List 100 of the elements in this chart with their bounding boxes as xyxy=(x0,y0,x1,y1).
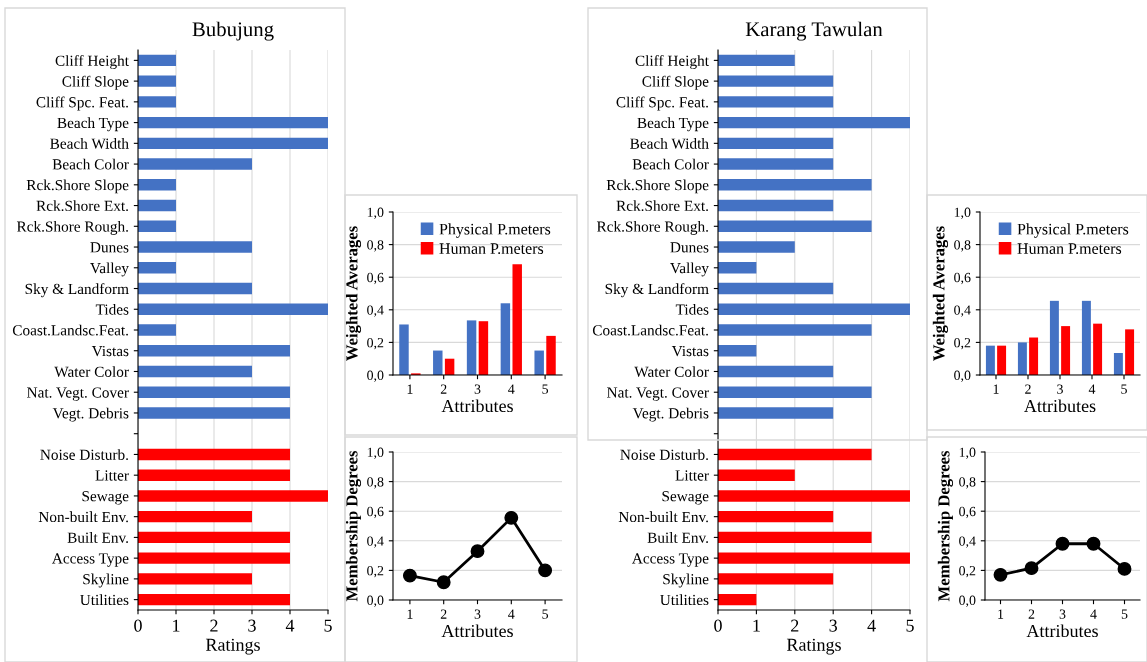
y-tick-label: 0,6 xyxy=(959,506,976,519)
y-tick-label: Skyline xyxy=(663,573,709,588)
y-tick-label: Vistas xyxy=(91,345,129,357)
y-tick-label: Cliff Slope xyxy=(642,75,709,90)
y-tick-label: Litter xyxy=(675,470,709,481)
x-tick-label: 4 xyxy=(285,619,295,632)
y-tick-label: Rck.Shore Rough. xyxy=(16,221,128,235)
y-tick-label: Cliff Height xyxy=(635,54,709,70)
y-tick-label: Water Color xyxy=(54,366,129,378)
x-tick-label: 1 xyxy=(998,609,1004,619)
y-tick-label: 0,6 xyxy=(367,272,384,285)
y-axis-title: Weighted Averages xyxy=(932,226,949,361)
x-tick-label: 2 xyxy=(440,609,447,619)
y-tick-label: 0,8 xyxy=(367,477,384,489)
y-tick-label: Non-built Env. xyxy=(38,511,128,523)
y-axis-title: Weighted Averages xyxy=(345,226,362,361)
y-tick-label: Non-built Env. xyxy=(618,511,708,523)
y-tick-label: Cliff Slope xyxy=(62,75,129,90)
y-tick-label: Rck.Shore Slope xyxy=(26,179,129,194)
x-tick-label: 1 xyxy=(753,619,760,632)
x-tick-label: 3 xyxy=(829,619,838,632)
y-tick-label: Water Color xyxy=(634,366,709,378)
y-tick-label: Coast.Landsc.Feat. xyxy=(12,324,128,336)
y-axis-title: Membership Degrees xyxy=(937,450,954,602)
y-axis-title: Membership Degrees xyxy=(345,450,362,602)
y-tick-label: Nat. Vegt. Cover xyxy=(27,387,129,401)
x-tick-label: 4 xyxy=(867,619,876,632)
y-tick-label: Vegt. Debris xyxy=(632,407,709,422)
y-tick-label: Valley xyxy=(670,262,709,277)
y-tick-label: 0,6 xyxy=(954,272,971,285)
x-tick-label: 5 xyxy=(542,609,549,619)
x-tick-label: 1 xyxy=(407,609,413,619)
y-tick-label: 0,2 xyxy=(367,337,384,350)
y-tick-label: Rck.Shore Slope xyxy=(606,179,709,194)
y-tick-label: Beach Width xyxy=(630,138,709,149)
y-tick-label: Rck.Shore Rough. xyxy=(596,221,708,235)
y-tick-label: Noise Disturb. xyxy=(620,449,708,460)
y-tick-label: Rck.Shore Ext. xyxy=(36,200,128,212)
y-tick-label: 0,8 xyxy=(954,240,971,252)
y-tick-label: Sewage xyxy=(82,491,129,505)
y-tick-label: Utilities xyxy=(80,594,129,606)
x-tick-label: 2 xyxy=(1025,384,1031,394)
y-tick-label: Vistas xyxy=(671,345,709,357)
y-tick-label: 0,2 xyxy=(959,565,976,578)
y-tick-label: 1,0 xyxy=(367,447,384,459)
y-tick-label: Built Env. xyxy=(67,532,128,543)
x-tick-label: 3 xyxy=(474,609,481,619)
x-axis-title: Ratings xyxy=(205,638,260,655)
y-tick-label: 0,4 xyxy=(959,536,976,548)
x-tick-label: 5 xyxy=(324,619,332,632)
y-tick-label: Sky & Landform xyxy=(25,283,129,298)
legend-label: Physical P.meters xyxy=(439,223,551,238)
y-tick-label: Valley xyxy=(90,262,129,277)
y-tick-label: 1,0 xyxy=(959,447,976,459)
x-tick-label: 1 xyxy=(993,384,999,394)
x-tick-label: 4 xyxy=(508,384,515,394)
y-tick-label: Skyline xyxy=(83,573,129,588)
y-tick-label: Access Type xyxy=(51,553,129,567)
x-axis-title: Attributes xyxy=(1024,399,1096,413)
chart-title: Bubujung xyxy=(192,21,274,41)
x-tick-label: 2 xyxy=(440,384,447,394)
y-tick-label: Beach Type xyxy=(637,117,709,132)
x-tick-label: 4 xyxy=(1088,384,1096,394)
y-tick-label: Rck.Shore Ext. xyxy=(616,200,708,212)
legend-label: Human P.meters xyxy=(439,243,544,255)
x-axis-title: Attributes xyxy=(441,399,513,413)
x-tick-label: 5 xyxy=(1121,384,1127,394)
y-tick-label: Beach Width xyxy=(50,138,129,149)
y-tick-label: Beach Color xyxy=(52,158,129,170)
legend-label: Human P.meters xyxy=(1017,243,1122,255)
y-tick-label: Coast.Landsc.Feat. xyxy=(592,324,708,336)
y-tick-label: Built Env. xyxy=(647,532,708,543)
y-tick-label: Vegt. Debris xyxy=(52,407,129,422)
y-tick-label: 0,0 xyxy=(959,595,976,607)
y-tick-label: Beach Type xyxy=(57,117,129,132)
x-axis-title: Attributes xyxy=(441,624,513,638)
y-tick-label: 0,8 xyxy=(367,240,384,252)
x-tick-label: 5 xyxy=(542,384,549,394)
chart-title: Karang Tawulan xyxy=(745,21,883,41)
y-tick-label: Utilities xyxy=(660,594,709,606)
y-tick-label: Tides xyxy=(675,303,709,315)
y-tick-label: 0,2 xyxy=(954,337,971,350)
x-tick-label: 3 xyxy=(1057,384,1063,394)
y-tick-label: 0,4 xyxy=(367,536,384,548)
x-tick-label: 0 xyxy=(714,619,722,632)
y-tick-label: 0,8 xyxy=(959,477,976,489)
y-tick-label: Tides xyxy=(95,303,129,315)
y-tick-label: Dunes xyxy=(90,242,129,253)
y-tick-label: 0,0 xyxy=(367,370,384,382)
y-tick-label: Nat. Vegt. Cover xyxy=(607,387,709,401)
x-tick-label: 4 xyxy=(1090,609,1097,619)
x-tick-label: 4 xyxy=(508,609,515,619)
y-tick-label: Cliff Spc. Feat. xyxy=(36,96,128,111)
legend-label: Physical P.meters xyxy=(1017,223,1129,238)
x-tick-label: 2 xyxy=(1028,609,1035,619)
x-tick-label: 1 xyxy=(173,619,180,632)
y-tick-label: Cliff Height xyxy=(55,54,129,70)
x-tick-label: 3 xyxy=(248,619,256,632)
x-tick-label: 5 xyxy=(1121,609,1128,619)
y-tick-label: 0,2 xyxy=(367,565,384,578)
